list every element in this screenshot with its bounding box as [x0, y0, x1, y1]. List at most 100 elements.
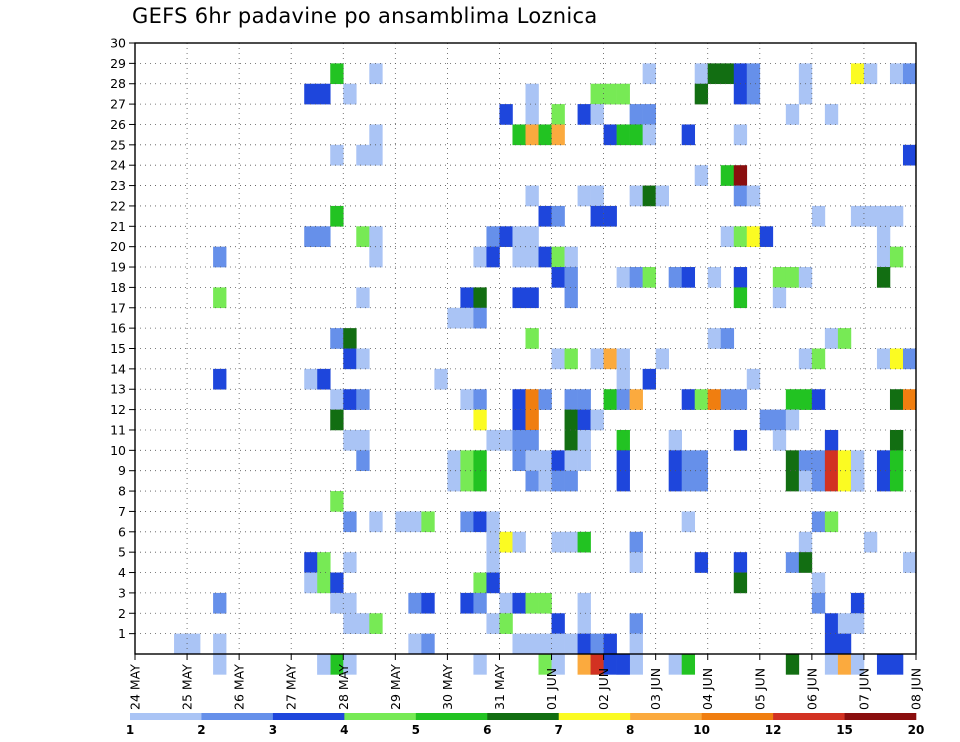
precip-cell: [681, 470, 696, 492]
precip-cell: [889, 450, 904, 471]
precip-cell: [343, 592, 357, 614]
y-tick-label: 23: [110, 178, 126, 193]
precip-cell: [681, 511, 696, 533]
precip-cell: [616, 267, 630, 288]
precip-cell: [681, 389, 696, 410]
precip-cell: [551, 613, 565, 634]
precip-cell: [564, 633, 578, 655]
precip-cell: [317, 368, 331, 390]
precip-cell: [837, 470, 852, 492]
precip-cell: [525, 328, 539, 349]
precip-cell: [499, 104, 513, 125]
precip-cell: [525, 185, 539, 207]
precip-cell: [837, 654, 852, 675]
colorbar-label: 4: [340, 723, 348, 737]
precip-cell: [707, 328, 722, 349]
precip-cell: [603, 83, 617, 105]
precip-cell: [473, 389, 487, 410]
precip-cell: [304, 368, 318, 390]
precip-cell: [213, 287, 227, 309]
precip-cell: [343, 389, 357, 410]
precip-cell: [434, 368, 448, 390]
y-tick-label: 3: [118, 585, 126, 600]
precip-cell: [642, 185, 656, 207]
precip-cell: [512, 389, 526, 410]
y-tick-label: 1: [118, 626, 126, 641]
precip-cell: [551, 104, 565, 125]
precip-cell: [499, 429, 513, 451]
precip-cell: [616, 654, 630, 675]
colorbar-segment: [344, 713, 417, 720]
precip-cell: [564, 267, 578, 288]
precip-cell: [590, 104, 604, 125]
precip-cell: [772, 429, 787, 451]
precip-cell: [694, 470, 709, 492]
precip-cell: [759, 226, 774, 247]
y-tick-label: 16: [110, 321, 126, 336]
precip-cell: [499, 613, 513, 634]
precip-cell: [850, 450, 865, 471]
precip-cell: [512, 592, 526, 614]
precip-cell: [187, 633, 201, 655]
precip-cell: [538, 592, 552, 614]
precip-cell: [785, 267, 800, 288]
precip-cell: [460, 592, 474, 614]
precip-cell: [850, 63, 865, 85]
colorbar-label: 1: [126, 723, 134, 737]
precip-cell: [902, 144, 917, 166]
y-tick-label: 5: [118, 545, 126, 560]
precip-cell: [473, 654, 487, 675]
precip-cell: [564, 450, 578, 471]
precip-cell: [421, 511, 435, 533]
precip-cell: [564, 348, 578, 370]
y-tick-label: 21: [110, 219, 126, 234]
precip-cell: [785, 470, 800, 492]
precip-cell: [902, 552, 917, 573]
x-tick-label: 05 JUN: [752, 668, 767, 710]
precip-cell: [525, 389, 539, 410]
precip-cell: [330, 63, 344, 85]
precip-cell: [330, 592, 344, 614]
y-tick-label: 6: [118, 524, 126, 539]
precip-cell: [694, 165, 709, 186]
precip-cell: [369, 124, 383, 146]
precip-cell: [772, 267, 787, 288]
precip-cell: [629, 389, 643, 410]
x-tick-label: 02 JUN: [596, 668, 611, 710]
precip-cell: [473, 287, 487, 309]
precip-cell: [317, 83, 331, 105]
precip-cell: [681, 124, 696, 146]
precip-cell: [850, 205, 865, 227]
precip-cell: [512, 633, 526, 655]
precip-cell: [902, 348, 917, 370]
precip-cell: [356, 226, 370, 247]
precip-cell: [629, 267, 643, 288]
precip-cell: [421, 633, 435, 655]
x-tick-label: 29 MAY: [388, 664, 403, 710]
precip-cell: [460, 307, 474, 329]
precip-cell: [694, 552, 709, 573]
precip-cell: [720, 165, 735, 186]
x-tick-label: 31 MAY: [492, 664, 507, 710]
precip-cell: [356, 348, 370, 370]
precip-cell: [343, 654, 357, 675]
colorbar-label: 15: [836, 723, 853, 737]
y-tick-label: 7: [118, 504, 126, 519]
precip-cell: [811, 205, 826, 227]
precip-cell: [785, 450, 800, 471]
precip-cell: [369, 226, 383, 247]
colorbar-label: 2: [197, 723, 205, 737]
y-tick-label: 18: [110, 280, 126, 295]
precip-cell: [213, 246, 227, 268]
colorbar-segment: [272, 713, 345, 720]
precip-cell: [733, 63, 748, 85]
precip-cell: [746, 83, 761, 105]
precip-cell: [642, 124, 656, 146]
precip-cell: [629, 531, 643, 553]
precip-cell: [876, 267, 891, 288]
precip-cell: [876, 226, 891, 247]
precip-cell: [720, 328, 735, 349]
precip-cell: [330, 572, 344, 594]
x-tick-label: 08 JUN: [909, 668, 924, 710]
x-tick-label: 24 MAY: [128, 664, 143, 710]
